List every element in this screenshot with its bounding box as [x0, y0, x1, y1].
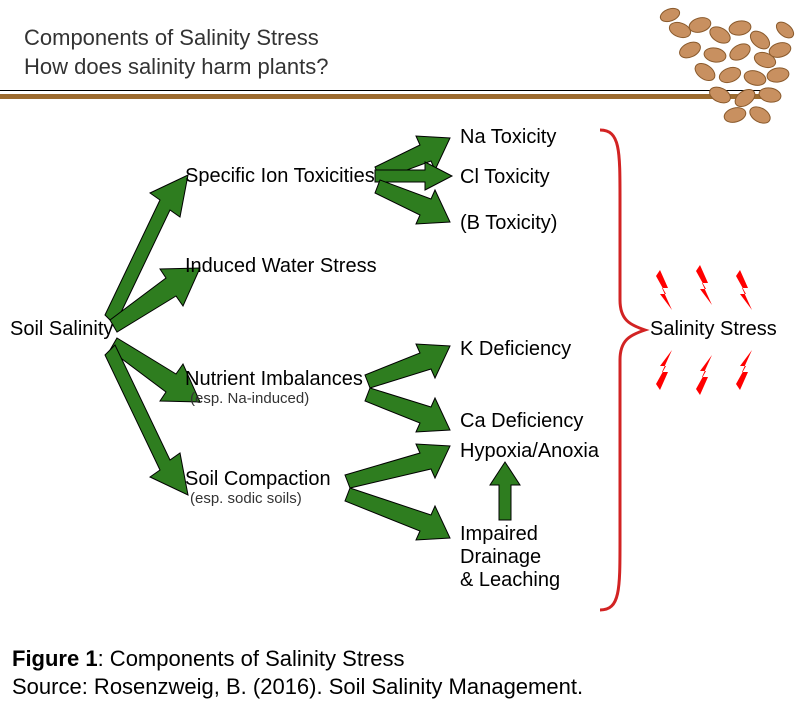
caption-line-1: Figure 1: Components of Salinity Stress: [12, 646, 583, 672]
flow-diagram: Soil Salinity Specific Ion Toxicities In…: [0, 120, 800, 620]
title-line-2: How does salinity harm plants?: [24, 53, 328, 82]
node-root: Soil Salinity: [10, 318, 113, 341]
node-specific-ion: Specific Ion Toxicities: [185, 165, 375, 188]
node-k-def: K Deficiency: [460, 338, 571, 361]
arrows-tier2-1: [375, 136, 452, 224]
node-outcome: Salinity Stress: [650, 318, 777, 341]
node-soil-compaction: Soil Compaction: [185, 468, 331, 491]
curly-brace: [600, 130, 645, 610]
arrows-tier2-3: [365, 344, 450, 432]
node-cl-toxicity: Cl Toxicity: [460, 166, 550, 189]
node-ca-def: Ca Deficiency: [460, 410, 583, 433]
arrows-tier2-4: [345, 444, 450, 540]
node-soil-compaction-sub: (esp. sodic soils): [190, 490, 302, 507]
figure-number: Figure 1: [12, 646, 98, 671]
figure-caption: Figure 1: Components of Salinity Stress …: [12, 646, 583, 700]
node-b-toxicity: (B Toxicity): [460, 212, 557, 235]
caption-source: Source: Rosenzweig, B. (2016). Soil Sali…: [12, 674, 583, 700]
node-induced-water: Induced Water Stress: [185, 255, 377, 278]
node-nutrient: Nutrient Imbalances: [185, 368, 363, 391]
node-hypoxia: Hypoxia/Anoxia: [460, 440, 599, 463]
almond-seeds-icon: [600, 0, 800, 130]
figure-text: : Components of Salinity Stress: [98, 646, 405, 671]
title-block: Components of Salinity Stress How does s…: [24, 24, 328, 81]
node-na-toxicity: Na Toxicity: [460, 126, 556, 149]
arrow-vertical-up: [490, 462, 520, 520]
title-line-1: Components of Salinity Stress: [24, 24, 328, 53]
arrows-root: [105, 175, 200, 495]
diagram-svg: [0, 120, 800, 620]
node-impaired: Impaired Drainage & Leaching: [460, 523, 560, 592]
node-nutrient-sub: (esp. Na-induced): [190, 390, 309, 407]
